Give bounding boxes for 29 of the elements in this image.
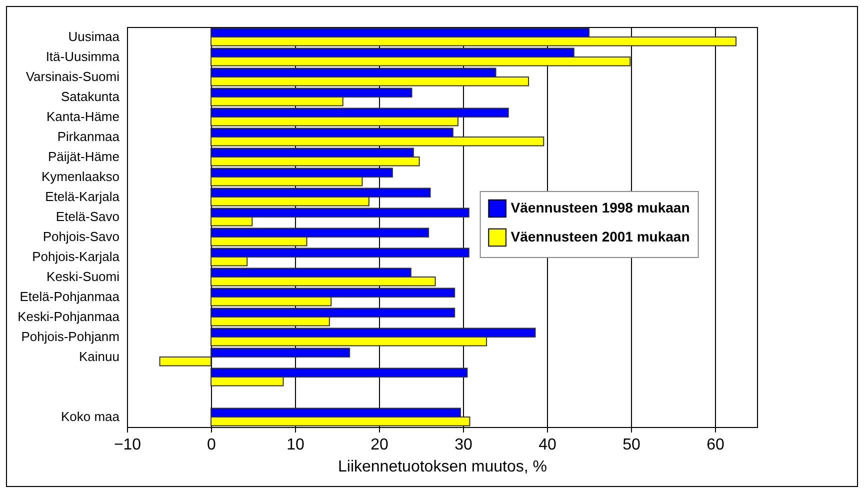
x-tick-label: 0 — [207, 436, 216, 454]
x-tick-label: 30 — [454, 436, 472, 454]
y-tick-label: Pohjois-Pohjanm — [21, 329, 120, 344]
y-tick-label: Etelä-Savo — [56, 209, 120, 224]
y-tick-label: Keski-Pohjanmaa — [18, 309, 120, 324]
y-tick-label: Pirkanmaa — [57, 129, 120, 144]
x-tick-label: 50 — [622, 436, 640, 454]
y-tick-label: Etelä-Karjala — [45, 189, 120, 204]
legend-label: Väennusteen 1998 mukaan — [510, 200, 690, 216]
legend-label: Väennusteen 2001 mukaan — [510, 228, 690, 244]
x-tick-label: 20 — [370, 436, 388, 454]
y-tick-label: Keski-Suomi — [46, 269, 120, 284]
x-tick-label: −10 — [114, 436, 142, 454]
y-tick-label: Kymenlaakso — [41, 169, 120, 184]
x-tick-label: 10 — [286, 436, 304, 454]
x-axis-title: Liikennetuotoksen muutos, % — [338, 458, 548, 476]
y-tick-label: Varsinais-Suomi — [26, 69, 120, 84]
x-tick-label: 40 — [538, 436, 556, 454]
x-tick-label: 60 — [706, 436, 724, 454]
y-tick-label: Satakunta — [60, 89, 120, 104]
y-tick-label: Pohjois-Savo — [42, 229, 120, 244]
y-tick-label: Päijät-Häme — [48, 149, 120, 164]
y-tick-label: Uusimaa — [68, 29, 120, 44]
y-tick-label: Itä-Uusimma — [46, 49, 120, 64]
y-tick-label: Kanta-Häme — [46, 109, 120, 124]
y-tick-label: Pohjois-Karjala — [32, 249, 120, 264]
y-tick-label: Kainuu — [79, 349, 120, 364]
y-tick-label: Etelä-Pohjanmaa — [20, 289, 120, 304]
y-tick-label: Koko maa — [60, 409, 120, 424]
